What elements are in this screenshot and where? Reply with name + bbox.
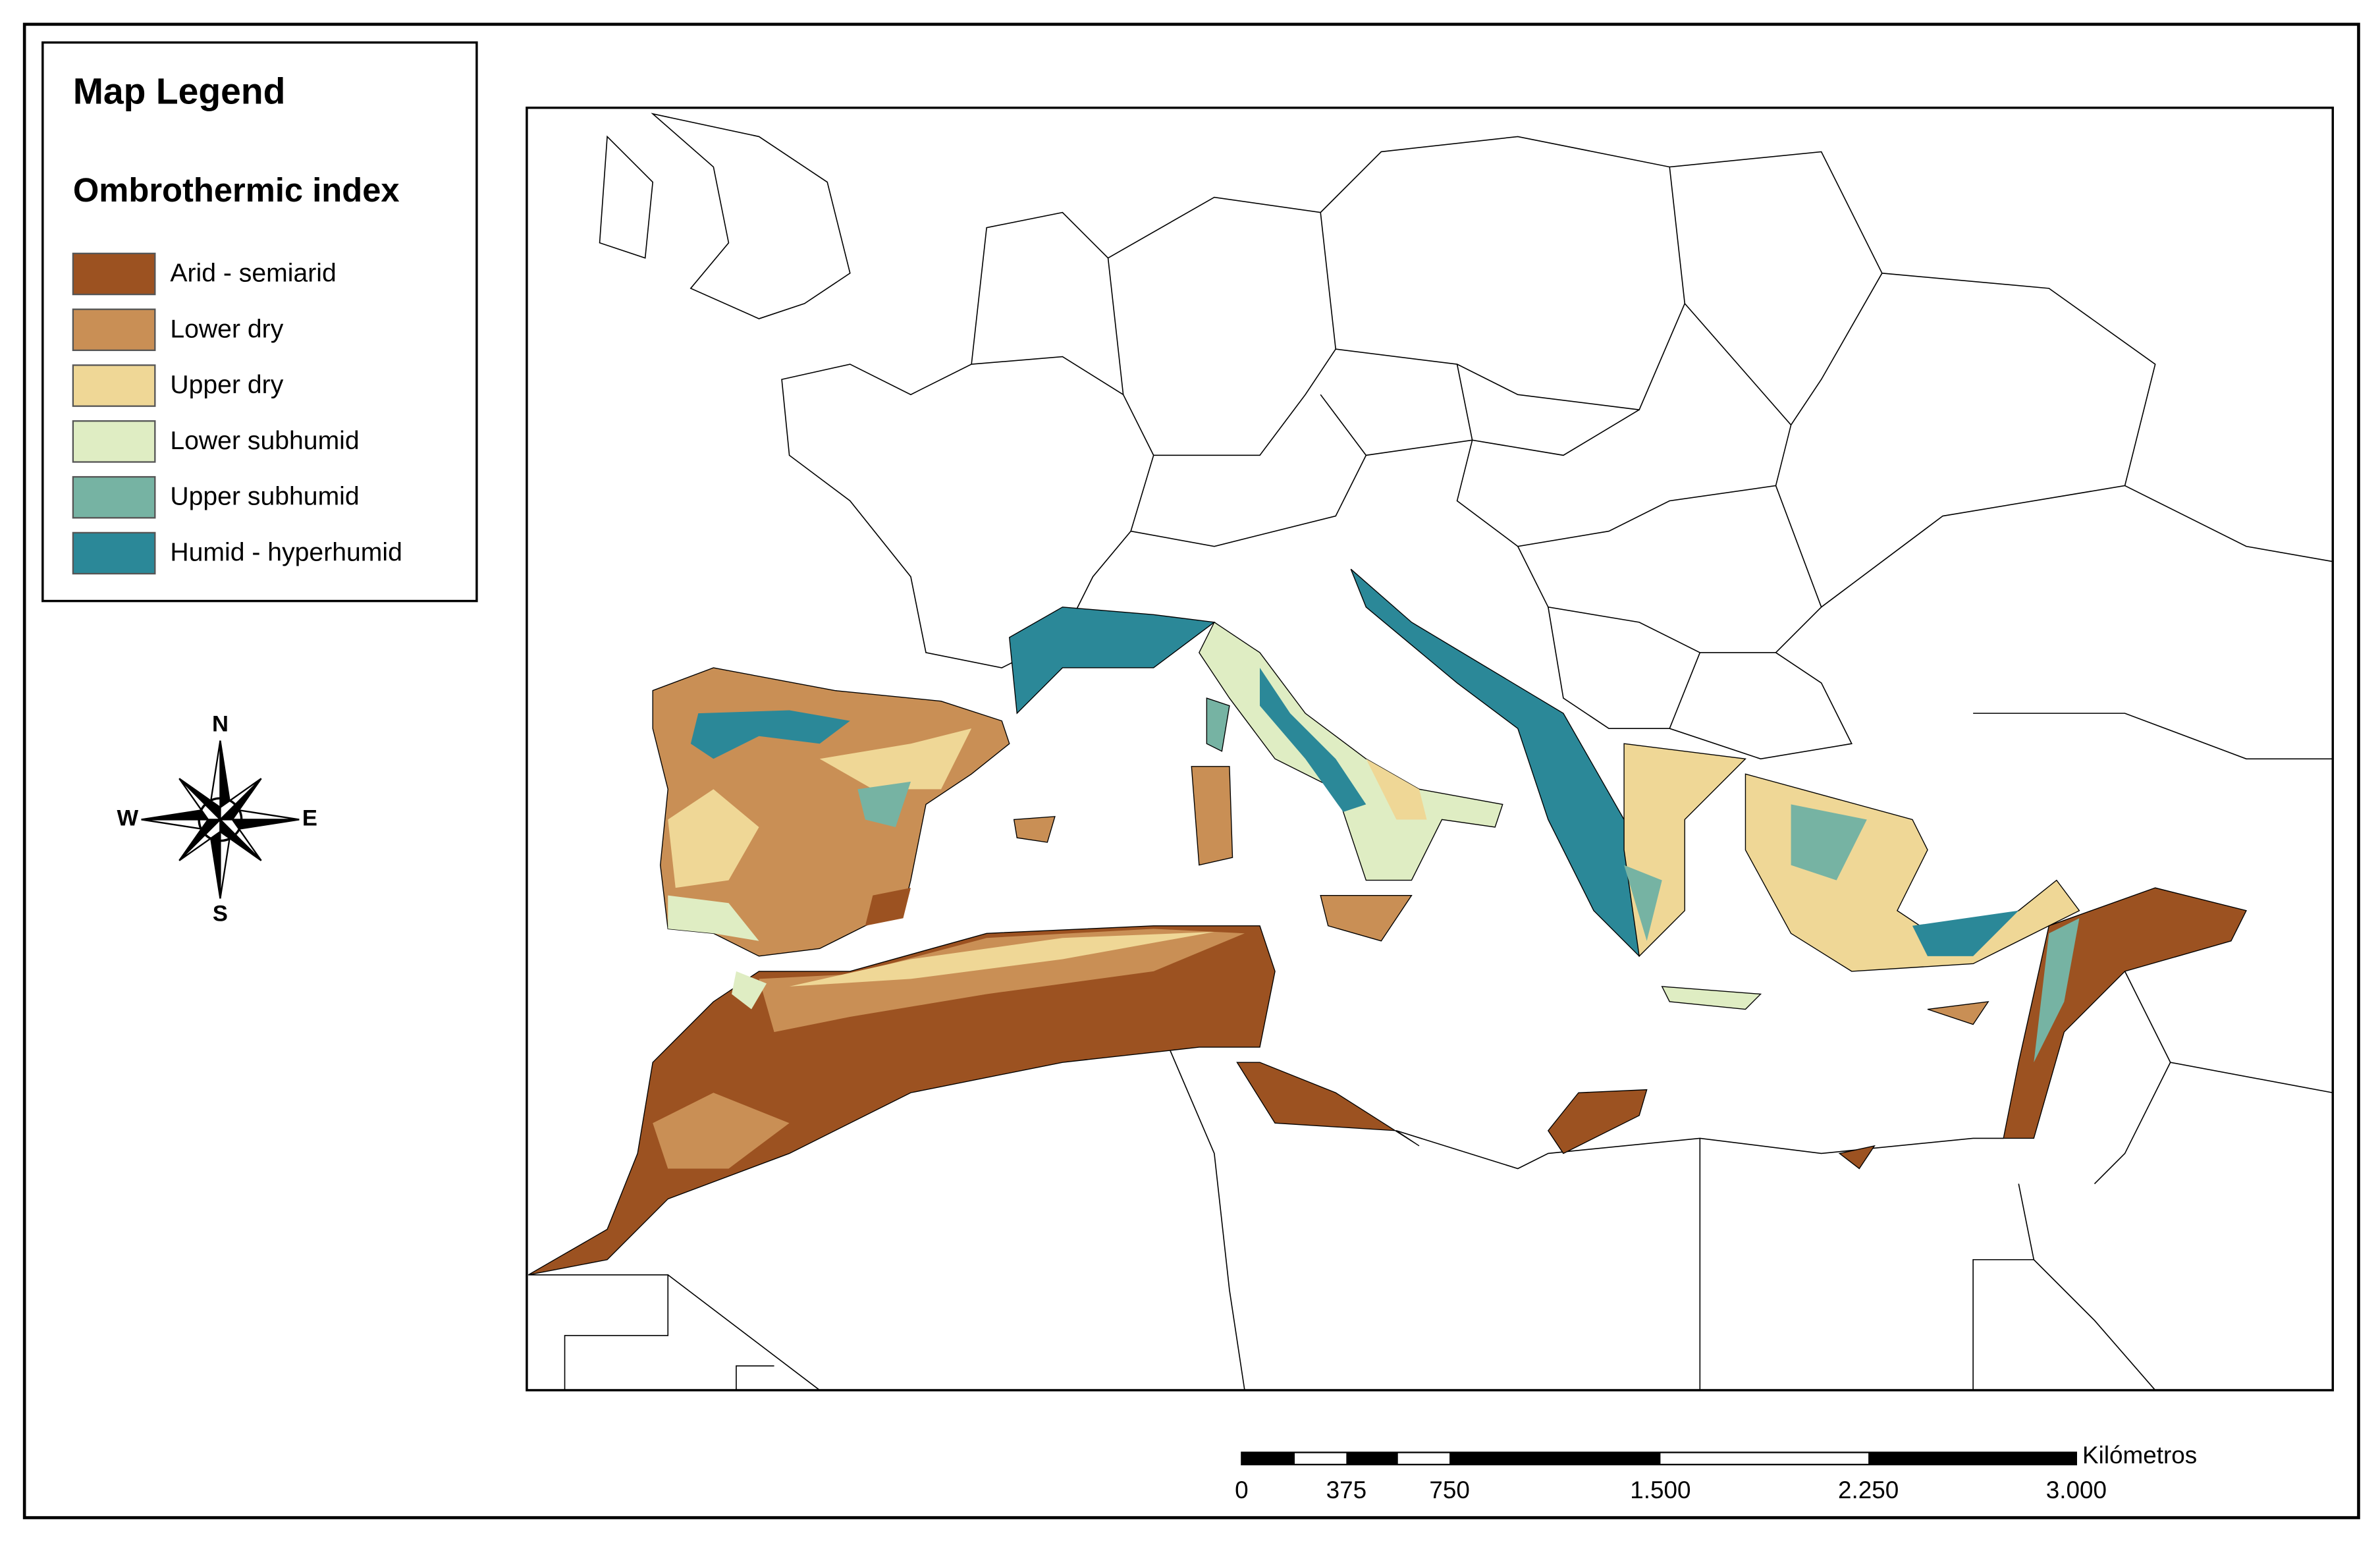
scale-label: 2.250 — [1838, 1477, 1899, 1504]
outer-frame — [22, 22, 2360, 1519]
scale-label: 3.000 — [2046, 1477, 2107, 1504]
compass-n: N — [212, 712, 229, 737]
compass-s: S — [213, 902, 228, 927]
boundaries — [528, 113, 2333, 1390]
anatolia-levant — [1744, 773, 2247, 1139]
legend-swatch — [72, 364, 156, 407]
scale-label: 1.500 — [1630, 1477, 1690, 1504]
scale-bar: Kilómetros 0 375 750 1.500 2.250 3.000 — [1235, 1442, 2197, 1504]
legend-label: Arid - semiarid — [170, 259, 336, 287]
legend-items: Arid - semiarid Lower dry Upper dry Lower s… — [72, 252, 402, 575]
legend-label: Lower subhumid — [170, 427, 359, 455]
legend-subtitle: Ombrothermic index — [73, 171, 400, 209]
legend-swatch — [72, 252, 156, 296]
legend: Map Legend Ombrothermic index Arid - sem… — [41, 41, 478, 603]
legend-label: Humid - hyperhumid — [170, 538, 402, 566]
legend-swatch — [72, 531, 156, 575]
legend-label: Upper subhumid — [170, 483, 359, 511]
scale-unit: Kilómetros — [2082, 1442, 2197, 1469]
legend-swatch — [72, 308, 156, 352]
north-africa — [527, 925, 1876, 1276]
compass-e: E — [302, 806, 317, 831]
iberia — [652, 667, 1010, 957]
legend-label: Lower dry — [170, 315, 283, 343]
map-area — [526, 107, 2333, 1390]
compass: N S E W — [117, 712, 317, 927]
scale-label: 750 — [1429, 1477, 1470, 1504]
legend-label: Upper dry — [170, 371, 283, 399]
scale-label: 0 — [1235, 1477, 1249, 1504]
italy-france — [1009, 607, 1503, 942]
legend-box — [41, 41, 478, 603]
balkans — [1350, 568, 1762, 1010]
scale-label: 375 — [1326, 1477, 1367, 1504]
legend-swatch — [72, 420, 156, 463]
legend-swatch — [72, 475, 156, 519]
map-frame — [526, 106, 2335, 1392]
legend-title: Map Legend — [73, 70, 286, 111]
compass-w: W — [117, 806, 139, 831]
